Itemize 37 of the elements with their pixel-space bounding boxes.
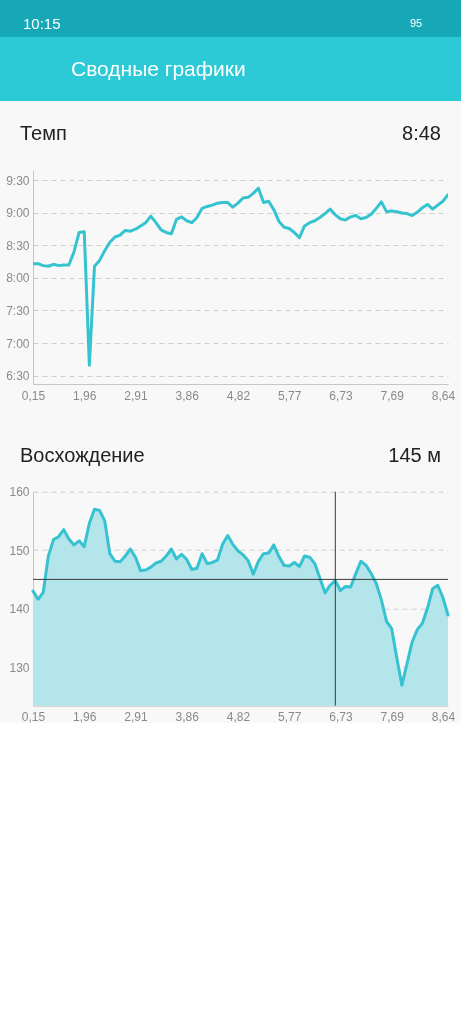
x-tick-label: 0,15 — [21, 710, 46, 725]
x-tick-label: 7,69 — [380, 388, 405, 403]
y-tick-label: 130 — [9, 660, 30, 675]
y-tick-label: 160 — [9, 485, 30, 500]
x-tick-label: 5,77 — [277, 710, 302, 725]
x-tick-label: 2,91 — [124, 710, 148, 725]
x-tick-label: 4,82 — [226, 388, 251, 403]
y-tick-label: 9:00 — [6, 206, 30, 221]
x-tick-label: 0,15 — [21, 388, 46, 403]
x-tick-label: 3,86 — [175, 388, 200, 403]
x-tick-label: 1,96 — [73, 388, 97, 403]
y-tick-label: 7:00 — [6, 336, 30, 351]
x-tick-label: 6,73 — [329, 388, 353, 403]
x-tick-label: 7,69 — [380, 710, 405, 725]
x-tick-label: 3,86 — [175, 710, 200, 725]
text: 95 — [409, 17, 423, 29]
x-tick-label: 4,82 — [226, 710, 251, 725]
y-tick-label: 6:30 — [6, 369, 30, 384]
x-tick-label: 2,91 — [124, 388, 148, 403]
y-tick-label: 140 — [9, 602, 30, 617]
text: 8:48 — [402, 122, 441, 144]
y-tick-label: 150 — [9, 543, 30, 558]
line-series — [33, 186, 448, 367]
x-tick-label: 8,64 — [431, 388, 456, 403]
x-tick-label: 1,96 — [73, 710, 97, 725]
x-tick-label: 5,77 — [277, 388, 302, 403]
text: Сводные графики — [71, 57, 246, 80]
y-tick-label: 9:30 — [6, 173, 30, 188]
chart-title: Восхождение — [20, 443, 145, 466]
y-tick-label: 8:00 — [6, 271, 30, 286]
text: 145 м — [388, 443, 441, 466]
y-tick-label: 7:30 — [6, 304, 30, 318]
text: 10:15 — [23, 15, 61, 32]
y-tick-label: 8:30 — [6, 238, 30, 253]
chart-title: Темп — [20, 122, 67, 144]
x-tick-label: 8,64 — [431, 710, 456, 725]
x-tick-label: 6,73 — [329, 710, 353, 725]
